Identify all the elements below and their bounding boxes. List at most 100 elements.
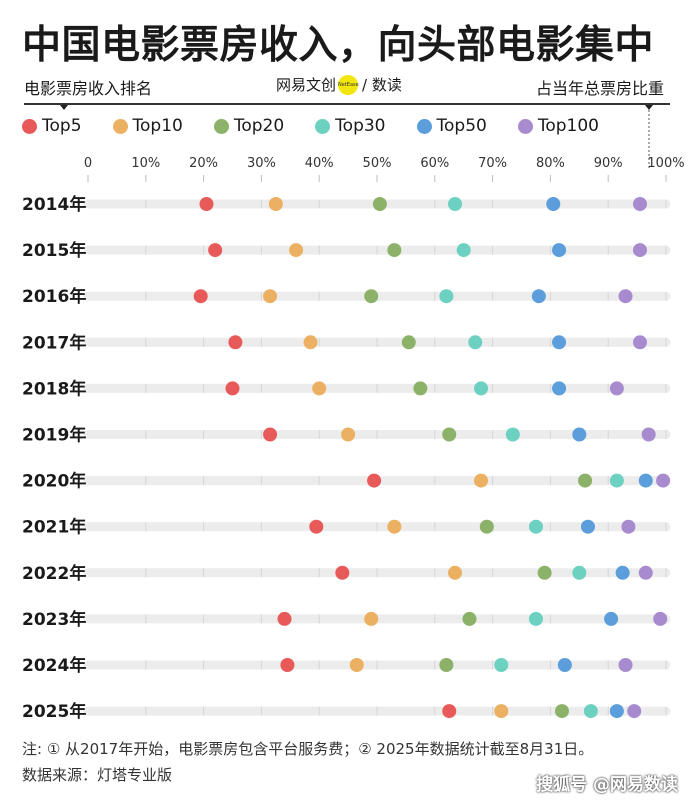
y-category-label: 2018年 xyxy=(22,378,86,399)
y-category-label: 2022年 xyxy=(22,563,86,584)
data-point-top10 xyxy=(448,565,463,580)
data-point-top20 xyxy=(442,427,457,442)
legend-label: Top30 xyxy=(335,116,386,136)
y-category-label: 2024年 xyxy=(22,655,86,676)
legend-item: Top20 xyxy=(213,116,285,136)
data-point-top50 xyxy=(615,565,630,580)
data-point-top50 xyxy=(609,704,624,719)
data-point-top50 xyxy=(552,335,567,350)
data-point-top30 xyxy=(439,289,454,304)
data-point-top20 xyxy=(479,519,494,534)
y-category-label: 2016年 xyxy=(22,286,86,307)
data-point-top50 xyxy=(531,289,546,304)
x-tick-label: 80% xyxy=(536,156,565,171)
data-point-top5 xyxy=(228,335,243,350)
data-point-top10 xyxy=(387,519,402,534)
data-point-top100 xyxy=(632,197,647,211)
data-point-top5 xyxy=(208,243,223,258)
data-point-top10 xyxy=(349,658,364,672)
data-point-top30 xyxy=(448,197,463,211)
legend-swatch xyxy=(517,118,533,134)
data-point-top10 xyxy=(494,704,509,719)
legend-label: Top20 xyxy=(233,116,285,136)
y-category-label: 2021年 xyxy=(22,517,86,538)
y-category-label: 2023年 xyxy=(22,609,86,630)
x-tick-label: 50% xyxy=(363,156,392,171)
data-point-top30 xyxy=(468,335,483,350)
legend-item: Top30 xyxy=(315,116,386,136)
data-point-top10 xyxy=(364,611,379,626)
x-tick-label: 30% xyxy=(247,156,276,171)
data-point-top20 xyxy=(401,335,416,350)
legend-label: Top50 xyxy=(436,116,487,136)
data-point-top30 xyxy=(528,611,543,626)
chart-title: 中国电影票房收入，向头部电影集中 xyxy=(22,23,655,68)
data-point-top5 xyxy=(442,704,457,719)
x-tick-label: 100% xyxy=(647,156,684,171)
axis-end-marker xyxy=(645,105,653,110)
y-category-label: 2014年 xyxy=(22,194,86,215)
x-tick-label: 90% xyxy=(594,156,623,171)
data-point-top100 xyxy=(618,658,633,672)
data-point-top50 xyxy=(580,519,595,534)
subtitle-left: 电影票房收入排名 xyxy=(24,79,153,98)
data-point-top30 xyxy=(474,381,489,396)
data-point-top50 xyxy=(604,611,619,626)
data-point-top20 xyxy=(439,658,454,672)
data-point-top5 xyxy=(367,473,382,488)
data-point-top20 xyxy=(413,381,428,396)
data-point-top100 xyxy=(621,519,636,534)
source-note: 数据来源：灯塔专业版 xyxy=(22,766,173,784)
data-point-top5 xyxy=(277,611,292,626)
footnote: 注: ① 从2017年开始，电影票房包含平台服务费；② 2025年数据统计截至8… xyxy=(22,740,594,758)
y-category-label: 2019年 xyxy=(22,425,86,446)
data-point-top20 xyxy=(364,289,379,304)
x-tick-label: 60% xyxy=(420,156,449,171)
data-point-top100 xyxy=(638,565,653,580)
data-point-top100 xyxy=(632,335,647,350)
legend-label: Top10 xyxy=(132,116,183,136)
data-point-top5 xyxy=(199,197,214,211)
legend-label: Top100 xyxy=(537,116,599,136)
data-point-top100 xyxy=(618,289,633,304)
legend-swatch xyxy=(112,118,128,134)
data-point-top5 xyxy=(309,519,324,534)
subtitle-right: 占当年总票房比重 xyxy=(535,79,664,98)
data-point-top20 xyxy=(578,473,593,488)
legend-swatch xyxy=(315,118,331,134)
data-point-top20 xyxy=(387,243,402,258)
x-tick-label: 10% xyxy=(131,156,160,171)
data-point-top30 xyxy=(572,565,587,580)
data-point-top30 xyxy=(528,519,543,534)
legend-item: Top5 xyxy=(22,116,82,136)
data-point-top50 xyxy=(557,658,572,672)
watermark: 搜狐号 @网易数读 xyxy=(536,775,678,795)
data-point-top5 xyxy=(225,381,240,396)
x-tick-label: 0 xyxy=(84,156,92,171)
data-point-top100 xyxy=(656,473,671,488)
data-point-top10 xyxy=(312,381,327,396)
data-point-top10 xyxy=(289,243,304,258)
y-category-label: 2020年 xyxy=(22,471,86,492)
data-point-top5 xyxy=(335,565,350,580)
legend-item: Top10 xyxy=(112,116,183,136)
legend-item: Top50 xyxy=(416,116,487,136)
axis-start-marker xyxy=(60,105,68,110)
legend-swatch xyxy=(213,118,229,134)
data-point-top50 xyxy=(546,197,561,211)
brand-text: 网易文创 xyxy=(276,76,337,94)
data-point-top30 xyxy=(456,243,471,258)
y-category-label: 2017年 xyxy=(22,332,86,353)
data-point-top50 xyxy=(552,243,567,258)
data-point-top5 xyxy=(263,427,278,442)
data-point-top100 xyxy=(627,704,642,719)
data-point-top50 xyxy=(552,381,567,396)
brand-badge: NetEase xyxy=(338,74,359,95)
legend-label: Top5 xyxy=(42,116,82,136)
data-point-top100 xyxy=(653,611,668,626)
data-point-top100 xyxy=(641,427,656,442)
x-tick-label: 20% xyxy=(189,156,218,171)
data-point-top10 xyxy=(474,473,489,488)
data-point-top50 xyxy=(572,427,587,442)
data-point-top20 xyxy=(462,611,477,626)
